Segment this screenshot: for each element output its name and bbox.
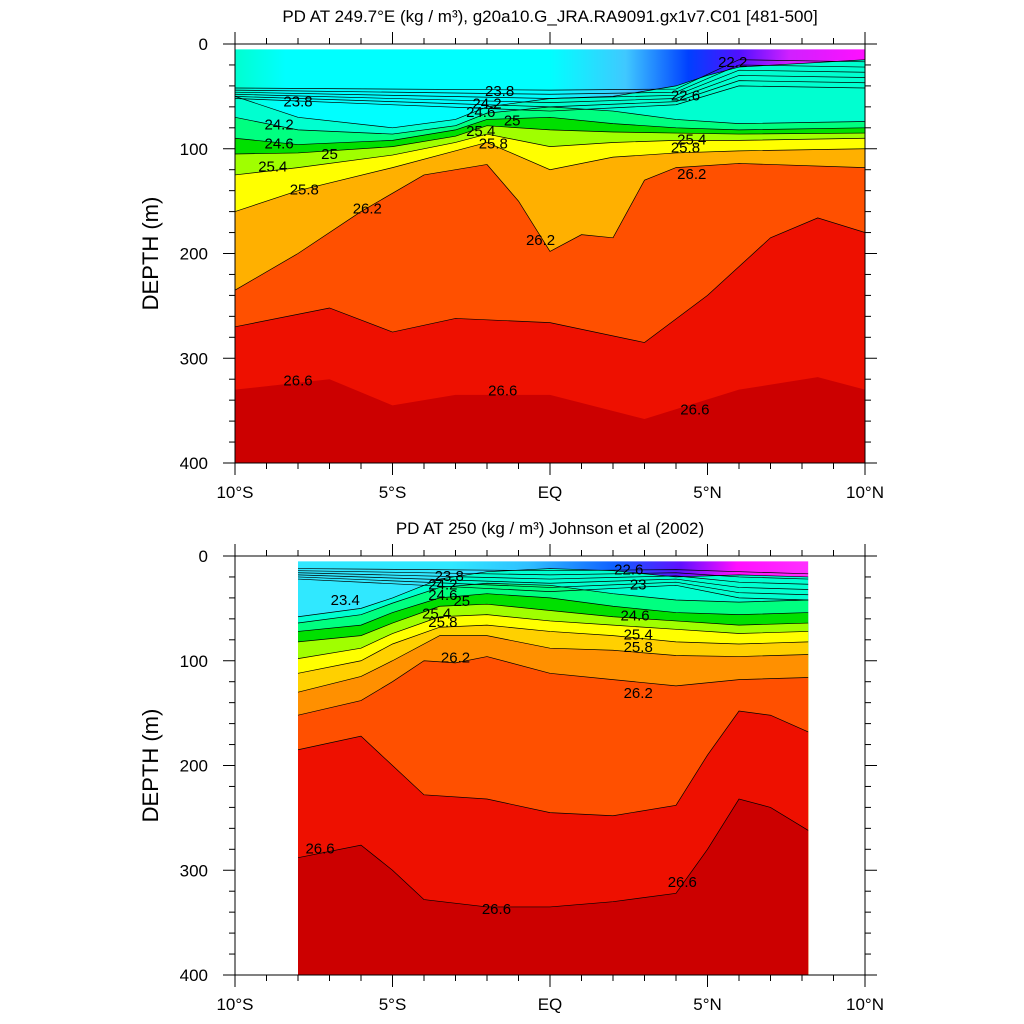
contour-label: 25.4 [422,606,451,623]
contour-label: 26.6 [488,383,517,400]
surface-line-2 [298,570,809,580]
contour-label: 25.4 [466,123,495,140]
contour-label: 24.6 [264,136,293,153]
contour-label: 22.6 [671,87,700,104]
contour-label: 25 [321,146,338,163]
panel-1: 23.824.224.62525.425.826.226.226.223.824… [138,7,884,502]
isopycnal-line-2 [298,593,809,632]
surface-line-3 [235,69,865,99]
contour-label: 26.6 [668,874,697,891]
contour-label: 25.4 [258,159,287,176]
contour-label: 26.2 [526,232,555,249]
contour-label: 22.6 [614,562,643,579]
contour-label: 23.8 [283,94,312,111]
contour-label: 26.6 [482,901,511,918]
y-tick-label: 400 [180,966,208,985]
x-tick-label: 10°N [846,483,884,502]
band-deep [298,799,809,975]
isopycnal-line-4 [298,614,809,660]
isopycnal-line-7 [298,656,809,716]
contour-label: 25 [453,593,470,610]
y-axis-title: DEPTH (m) [138,197,163,311]
isopycnal-line-6 [298,635,809,693]
y-tick-label: 400 [180,454,208,473]
isopycnal-line-4 [235,133,865,176]
y-tick-label: 0 [199,547,208,566]
contour-label: 23 [630,576,647,593]
contour-label: 24.6 [466,104,495,121]
contour-label: 26.2 [677,166,706,183]
x-tick-label: 10°N [846,995,884,1014]
contour-label: 25.8 [624,639,653,656]
contour-label: 26.6 [680,402,709,419]
x-tick-label: 10°S [216,483,253,502]
contour-label: 25.8 [428,614,457,631]
contour-label: 26.6 [305,840,334,857]
contour-label: 23.4 [331,592,360,609]
x-tick-label: 5°N [693,483,722,502]
contour-label: 26.2 [441,650,470,667]
contour-label: 24.2 [472,96,501,113]
isopycnal-line-7 [235,217,865,343]
isopycnal-line-6 [235,163,865,291]
y-tick-label: 200 [180,757,208,776]
contour-label: 24.2 [428,576,457,593]
isopycnal-line-8 [298,710,809,817]
density-field [298,561,809,975]
surface-line-5 [298,576,809,596]
y-tick-label: 100 [180,140,208,159]
density-field [235,49,865,464]
surface-line-4 [298,574,809,590]
isopycnal-line-5 [298,624,809,674]
surface-line-5 [235,80,865,108]
x-tick-label: 5°N [693,995,722,1014]
isopycnal-line-deep [298,798,809,908]
isopycnal-line-3 [298,603,809,643]
x-tick-label: EQ [538,995,563,1014]
x-tick-label: 5°S [379,995,407,1014]
surface-line-6 [298,578,809,601]
contour-label: 24.6 [620,608,649,625]
isopycnal-line-2 [235,116,865,145]
contour-label: 23.8 [485,83,514,100]
panel-title: PD AT 250 (kg / m³) Johnson et al (2002) [396,519,704,538]
y-axis-title: DEPTH (m) [138,709,163,823]
contour-label: 25.8 [290,182,319,199]
y-tick-label: 0 [199,35,208,54]
panel-2: 23.423.824.224.62525.425.826.226.222.623… [138,519,884,1014]
surface-line-2 [235,64,865,95]
contour-label: 26.2 [624,685,653,702]
surface-line-3 [298,572,809,585]
contour-label: 25.8 [671,140,700,157]
x-tick-label: 10°S [216,995,253,1014]
x-tick-label: 5°S [379,483,407,502]
contour-label: 25.8 [479,136,508,153]
isopycnal-line-3 [235,125,865,155]
contour-label: 26.6 [283,372,312,389]
contour-label: 25.4 [677,131,706,148]
contour-label: 24.6 [428,587,457,604]
contour-label: 23.8 [435,568,464,585]
y-tick-label: 300 [180,861,208,880]
contour-label: 26.2 [353,200,382,217]
y-tick-label: 300 [180,349,208,368]
isopycnal-line-5 [235,142,865,212]
surface-line-6 [235,85,865,112]
contour-label: 25 [504,112,521,129]
surface-line-1 [235,59,865,91]
contour-label: 25.4 [624,627,653,644]
y-tick-label: 200 [180,245,208,264]
panel-title: PD AT 249.7°E (kg / m³), g20a10.G_JRA.RA… [282,7,817,26]
band-deep [235,377,865,463]
contour-label: 22.2 [718,54,747,71]
x-tick-label: EQ [538,483,563,502]
isopycnal-line-1 [298,582,809,624]
surface-line-1 [298,568,809,575]
contour-label: 24.2 [264,117,293,134]
y-tick-label: 100 [180,652,208,671]
surface-line-4 [235,75,865,104]
